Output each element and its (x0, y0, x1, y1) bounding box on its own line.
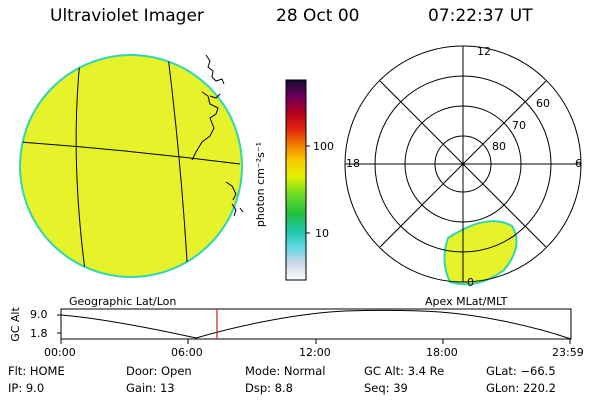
instrument-title: Ultraviolet Imager (50, 6, 204, 26)
status-door: Door: Open (126, 364, 192, 378)
status-gc-alt: GC Alt: 3.4 Re (364, 364, 445, 378)
colorbar-scale (285, 79, 307, 281)
earth-disk-left (19, 54, 243, 278)
coastline (191, 54, 244, 217)
x-tick-label: 00:00 (44, 346, 76, 359)
status-seq: Seq: 39 (364, 381, 408, 395)
y-tick-label-9: 9.0 (30, 308, 48, 321)
geographic-caption: Geographic Lat/Lon (69, 295, 177, 308)
date-label: 28 Oct 00 (276, 6, 360, 26)
status-ip: IP: 9.0 (8, 381, 45, 395)
status-dsp: Dsp: 8.8 (245, 381, 293, 395)
x-tick-label: 06:00 (171, 346, 203, 359)
altitude-plot (57, 308, 572, 344)
x-tick-label: 18:00 (426, 346, 458, 359)
mlat-label-70: 70 (512, 119, 526, 132)
parallel-line (20, 141, 241, 165)
mlt-label-0: 0 (467, 276, 474, 289)
status-glon: GLon: 220.2 (486, 381, 556, 395)
status-gain: Gain: 13 (126, 381, 175, 395)
meridian-line (75, 59, 87, 277)
altitude-curve (60, 309, 572, 340)
status-mode: Mode: Normal (245, 364, 326, 378)
polar-diagonal (379, 80, 547, 248)
polar-plot (344, 45, 582, 286)
colorbar-unit-label: photon cm⁻²s⁻¹ (254, 141, 268, 228)
time-label: 07:22:37 UT (428, 6, 533, 26)
colorbar-tick-label-100: 100 (313, 140, 334, 153)
y-tick-label-1-8: 1.8 (30, 327, 48, 340)
x-tick-label: 12:00 (299, 346, 331, 359)
mlt-label-18: 18 (346, 157, 360, 170)
colorbar-tick-label-10: 10 (315, 227, 329, 240)
status-glat: GLat: −66.5 (486, 364, 556, 378)
status-flt: Flt: HOME (8, 364, 65, 378)
mlt-label-12: 12 (477, 45, 491, 58)
auroral-oval-region (443, 220, 518, 286)
geographic-disk (19, 54, 244, 278)
mlat-label-60: 60 (536, 97, 550, 110)
x-tick-label: 23:59 (552, 346, 584, 359)
meridian-line (167, 55, 189, 277)
mlt-label-6: 6 (575, 157, 582, 170)
mlat-label-80: 80 (492, 140, 506, 153)
altitude-ylabel: GC Alt (8, 307, 22, 342)
colorbar (285, 79, 310, 281)
altitude-plot-frame (60, 308, 572, 340)
apex-caption: Apex MLat/MLT (425, 295, 508, 308)
